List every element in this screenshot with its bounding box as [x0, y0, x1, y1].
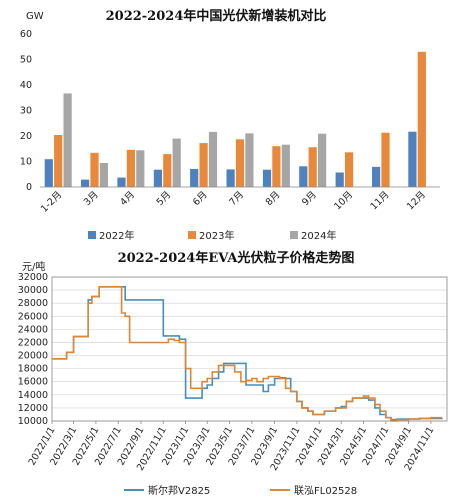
bar	[245, 133, 254, 187]
bar	[90, 152, 99, 187]
line-chart-unit-label: 元/吨	[22, 260, 45, 273]
bar	[226, 169, 235, 187]
line-y-tick-label: 24000	[18, 324, 48, 335]
line-chart-series	[52, 286, 443, 422]
bar	[381, 132, 390, 187]
bar	[136, 150, 145, 187]
line-chart-title: 2022-2024年EVA光伏粒子价格走势图	[118, 250, 355, 266]
line-y-tick-label: 32000	[18, 272, 48, 283]
line-chart-grid	[52, 276, 447, 422]
bar	[54, 135, 63, 187]
line-y-tick-label: 16000	[18, 377, 48, 388]
bar-chart-y-ticks: 0 10 20 30 40 50 60	[20, 29, 32, 193]
legend-label: 2022年	[99, 229, 134, 242]
bar-x-tick-label: 6月	[191, 189, 210, 208]
bar	[208, 131, 218, 187]
line-y-tick-label: 22000	[18, 337, 48, 348]
bar-chart-unit-label: GW	[26, 11, 44, 22]
legend-swatch	[88, 231, 96, 239]
bar	[262, 169, 272, 187]
bar-y-tick-label: 50	[20, 55, 32, 66]
bar	[99, 163, 108, 187]
bar-x-tick-label: 8月	[264, 189, 283, 208]
bar-y-tick-label: 0	[26, 182, 32, 193]
bar-chart-legend: 2022年 2023年 2024年	[88, 229, 336, 242]
bar	[153, 169, 162, 187]
bar-y-tick-label: 30	[20, 106, 32, 117]
bar-chart: 2022-2024年中国光伏新增装机对比 GW 0 10 20 30 40 50 60 1-…	[20, 8, 440, 242]
legend-label: 联泓FL02528	[294, 485, 357, 497]
line-y-tick-label: 20000	[18, 351, 48, 362]
bar	[335, 172, 344, 187]
line-y-tick-label: 28000	[18, 298, 48, 309]
bar	[163, 154, 172, 187]
bar	[308, 147, 317, 187]
legend-label: 斯尔邦V2825	[148, 484, 210, 497]
bar-x-tick-label: 1-2月	[39, 189, 64, 214]
series-line-1	[52, 286, 443, 421]
bar	[117, 177, 126, 187]
legend-swatch	[290, 231, 298, 239]
legend-swatch	[188, 231, 196, 239]
bar	[199, 143, 208, 187]
bar-chart-bars	[44, 51, 426, 187]
line-y-tick-label: 10000	[18, 416, 48, 427]
bar-x-tick-label: 3月	[82, 189, 101, 208]
bar	[281, 144, 290, 187]
bar-y-tick-label: 60	[20, 29, 32, 40]
line-chart-plot-frame	[51, 276, 448, 422]
bar-x-tick-label: 10月	[332, 189, 355, 212]
bar-y-tick-label: 40	[20, 80, 32, 91]
line-y-tick-label: 14000	[18, 390, 48, 401]
bar-x-tick-label: 5月	[155, 189, 174, 208]
bar-x-tick-label: 12月	[405, 189, 428, 212]
line-y-tick-label: 30000	[18, 285, 48, 296]
bar	[408, 131, 417, 187]
line-y-tick-label: 12000	[18, 403, 48, 414]
bar	[126, 149, 135, 187]
bar	[272, 146, 281, 187]
line-y-tick-label: 18000	[18, 364, 48, 375]
bar	[44, 159, 53, 187]
bar	[318, 133, 327, 187]
bar-x-tick-label: 7月	[227, 189, 246, 208]
bar	[299, 166, 308, 187]
bar	[417, 51, 426, 187]
bar-x-tick-label: 9月	[300, 189, 319, 208]
bar	[81, 179, 90, 187]
line-y-tick-label: 26000	[18, 311, 48, 322]
bar	[372, 166, 381, 187]
line-chart: 2022-2024年EVA光伏粒子价格走势图 元/吨 10000 12000 140…	[18, 250, 448, 497]
line-chart-y-ticks: 10000 12000 14000 16000 18000 20000 22000 24000…	[18, 272, 48, 427]
series-line-2	[52, 286, 442, 422]
legend-label: 2023年	[199, 229, 234, 242]
bar-y-tick-label: 20	[20, 131, 32, 142]
bar-chart-x-ticks: 1-2月 3月 4月 5月 6月 7月 8月 9月 10月 11月 12月	[39, 189, 428, 214]
line-chart-legend: 斯尔邦V2825 联泓FL02528	[124, 484, 357, 497]
bar-chart-title: 2022-2024年中国光伏新增装机对比	[106, 8, 327, 24]
bar	[172, 138, 181, 187]
bar-x-tick-label: 4月	[118, 189, 137, 208]
legend-label: 2024年	[301, 229, 336, 242]
bar-x-tick-label: 11月	[369, 189, 392, 212]
bar	[63, 93, 72, 187]
bar-y-tick-label: 10	[20, 157, 32, 168]
bar	[235, 139, 245, 187]
line-chart-x-ticks: 2022/1/12022/3/12022/5/12022/7/12022/9/1…	[27, 421, 436, 473]
bar	[345, 152, 354, 187]
bar	[190, 168, 199, 187]
